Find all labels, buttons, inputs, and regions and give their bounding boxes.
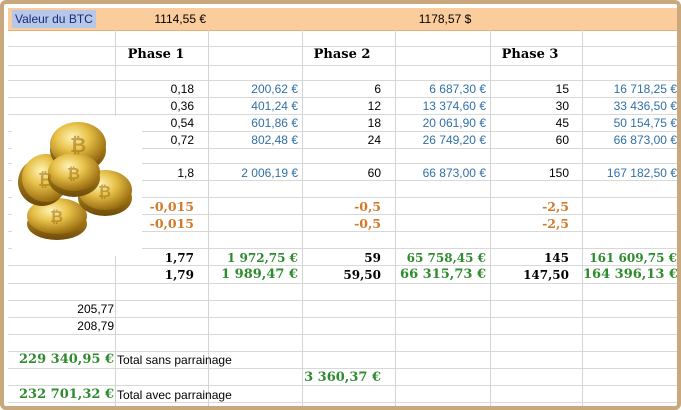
- grid-line: [8, 131, 677, 132]
- grid-line: [8, 148, 677, 149]
- phase2-value[interactable]: 20 061,90 €: [422, 116, 486, 130]
- phase1-net-value[interactable]: 1 972,75 €: [227, 251, 298, 265]
- phase2-fee[interactable]: -0,5: [354, 199, 381, 214]
- phase2-qty[interactable]: 18: [367, 116, 381, 130]
- grid-line: [8, 368, 677, 369]
- grid-line: [8, 163, 677, 164]
- phase2-net-value[interactable]: 66 315,73 €: [400, 267, 486, 282]
- svg-text:₿: ₿: [67, 164, 80, 183]
- phase1-total-qty[interactable]: 1,8: [177, 166, 194, 180]
- grid-line: [8, 317, 677, 318]
- btc-title-cell[interactable]: Valeur du BTC: [12, 10, 96, 28]
- phase3-value[interactable]: 16 718,25 €: [613, 82, 677, 96]
- grid-line: [8, 248, 677, 249]
- grid-line: [8, 97, 677, 98]
- grid-line: [8, 197, 677, 198]
- phase1-qty[interactable]: 0,72: [170, 133, 194, 147]
- phase3-net-qty[interactable]: 147,50: [523, 268, 569, 282]
- bitcoin-coins-icon: ₿ ₿ ₿ ₿ ₿: [18, 122, 132, 240]
- bitcoin-coins-image: ₿ ₿ ₿ ₿ ₿: [12, 116, 142, 256]
- phase1-value[interactable]: 401,24 €: [251, 99, 298, 113]
- phase2-total-value[interactable]: 66 873,00 €: [422, 166, 486, 180]
- phase1-value[interactable]: 200,62 €: [251, 82, 298, 96]
- grid-line: [490, 30, 491, 406]
- phase2-fee[interactable]: -0,5: [354, 216, 381, 231]
- grid-line: [395, 30, 396, 406]
- extra-value-a[interactable]: 205,77: [77, 302, 114, 316]
- phase3-net-value[interactable]: 164 396,13 €: [583, 267, 678, 282]
- total-avec-value[interactable]: 232 701,32 €: [19, 387, 114, 402]
- btc-value-usd[interactable]: 1178,57 $: [418, 12, 472, 26]
- phase1-net-qty[interactable]: 1,77: [164, 251, 194, 265]
- header-row: [8, 8, 677, 31]
- phase2-qty[interactable]: 12: [367, 99, 381, 113]
- phase1-total-value[interactable]: 2 006,19 €: [241, 166, 298, 180]
- svg-text:₿: ₿: [98, 182, 111, 201]
- grid-line: [8, 65, 677, 66]
- phase2-net-qty[interactable]: 59,50: [343, 268, 381, 282]
- phase1-fee[interactable]: -0,015: [149, 199, 194, 214]
- phase3-qty[interactable]: 45: [555, 116, 569, 130]
- middle-total-value[interactable]: 3 360,37 €: [304, 370, 381, 385]
- grid-line: [8, 80, 677, 81]
- phase3-total-qty[interactable]: 150: [548, 166, 569, 180]
- phase2-header[interactable]: Phase 2: [313, 47, 371, 62]
- grid-line: [8, 402, 677, 403]
- phase2-value[interactable]: 26 749,20 €: [422, 133, 486, 147]
- phase1-value[interactable]: 601,86 €: [251, 116, 298, 130]
- grid-line: [8, 283, 677, 284]
- phase1-qty[interactable]: 0,36: [170, 99, 194, 113]
- grid-line: [8, 214, 677, 215]
- phase2-net-value[interactable]: 65 758,45 €: [406, 251, 486, 265]
- phase3-qty[interactable]: 30: [555, 99, 569, 113]
- phase1-header[interactable]: Phase 1: [127, 47, 185, 62]
- grid-line: [8, 265, 677, 266]
- grid-line: [8, 334, 677, 335]
- grid-line: [8, 114, 677, 115]
- grid-line: [8, 300, 677, 301]
- total-sans-value[interactable]: 229 340,95 €: [19, 352, 114, 367]
- grid-line: [208, 30, 209, 406]
- phase2-net-qty[interactable]: 59: [364, 251, 381, 265]
- phase2-value[interactable]: 6 687,30 €: [429, 82, 486, 96]
- grid-line: [302, 30, 303, 406]
- btc-value-eur[interactable]: 1114,55 €: [154, 12, 206, 26]
- grid-line: [8, 351, 677, 352]
- phase3-total-value[interactable]: 167 182,50 €: [606, 166, 677, 180]
- total-sans-label: Total sans parrainage: [117, 353, 232, 367]
- cell-grid: [4, 4, 677, 406]
- phase1-net-qty[interactable]: 1,79: [164, 268, 194, 282]
- phase3-value[interactable]: 50 154,75 €: [613, 116, 677, 130]
- phase3-net-qty[interactable]: 145: [543, 251, 569, 265]
- phase2-qty[interactable]: 6: [374, 82, 381, 96]
- phase2-value[interactable]: 13 374,60 €: [422, 99, 486, 113]
- phase1-value[interactable]: 802,48 €: [251, 133, 298, 147]
- phase3-qty[interactable]: 15: [555, 82, 569, 96]
- grid-line: [8, 46, 677, 47]
- svg-text:₿: ₿: [50, 207, 63, 226]
- phase3-net-value[interactable]: 161 609,75 €: [589, 251, 677, 265]
- phase3-value[interactable]: 66 873,00 €: [613, 133, 677, 147]
- phase1-fee[interactable]: -0,015: [149, 216, 194, 231]
- phase1-net-value[interactable]: 1 989,47 €: [221, 267, 298, 282]
- extra-value-b[interactable]: 208,79: [77, 319, 114, 333]
- phase3-qty[interactable]: 60: [555, 133, 569, 147]
- phase1-qty[interactable]: 0,54: [170, 116, 194, 130]
- svg-text:₿: ₿: [38, 170, 53, 191]
- phase3-fee[interactable]: -2,5: [542, 199, 569, 214]
- phase3-header[interactable]: Phase 3: [501, 47, 559, 62]
- grid-line: [8, 180, 677, 181]
- phase3-value[interactable]: 33 436,50 €: [613, 99, 677, 113]
- phase3-fee[interactable]: -2,5: [542, 216, 569, 231]
- phase2-total-qty[interactable]: 60: [367, 166, 381, 180]
- phase1-qty[interactable]: 0,18: [170, 82, 194, 96]
- svg-text:₿: ₿: [70, 133, 86, 157]
- grid-line: [8, 385, 677, 386]
- phase2-qty[interactable]: 24: [367, 133, 381, 147]
- grid-line: [582, 30, 583, 406]
- total-avec-label: Total avec parrainage: [117, 388, 232, 402]
- grid-line: [8, 231, 677, 232]
